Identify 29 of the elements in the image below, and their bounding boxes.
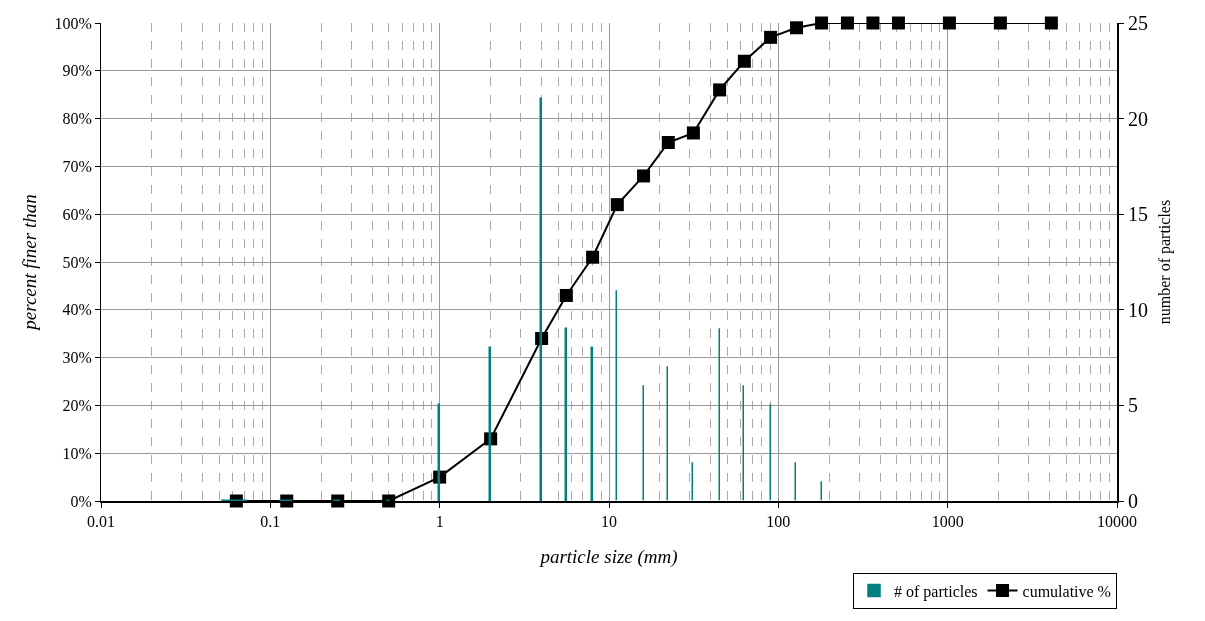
y-tick-label: 20% bbox=[62, 397, 92, 414]
x-tick-label: 0.01 bbox=[87, 513, 115, 531]
x-tick-label: 10 bbox=[601, 513, 617, 531]
y-tick-label: 0% bbox=[70, 492, 92, 510]
y-tick-label: 70% bbox=[62, 158, 92, 175]
y2-tick-label: 0 bbox=[1128, 490, 1138, 512]
y-tick-label: 10% bbox=[62, 444, 92, 462]
y-tick-label: 80% bbox=[62, 110, 92, 128]
y2-axis-title: number of particles bbox=[1156, 199, 1175, 325]
y2-tick-label: 25 bbox=[1128, 12, 1148, 34]
y-tick-label: 90% bbox=[62, 62, 92, 80]
y2-tick-label: 10 bbox=[1128, 298, 1148, 321]
x-tick-label: 1000 bbox=[931, 513, 964, 531]
y2-tick-label: 15 bbox=[1128, 203, 1148, 226]
legend-label: # of particles bbox=[894, 582, 978, 601]
y-tick-label: 30% bbox=[62, 349, 92, 367]
y-tick-label: 40% bbox=[62, 301, 92, 319]
y-axis-title: percent finer than bbox=[19, 194, 41, 332]
x-tick-label: 1 bbox=[435, 513, 444, 531]
y2-tick-label: 20 bbox=[1128, 107, 1148, 130]
legend-label: cumulative % bbox=[1022, 582, 1111, 600]
x-axis-title: particle size (mm) bbox=[538, 545, 678, 568]
y-tick-label: 60% bbox=[62, 205, 92, 223]
x-tick-label: 100 bbox=[766, 513, 791, 531]
x-tick-label: 0.1 bbox=[260, 513, 281, 531]
y-tick-label: 50% bbox=[62, 253, 92, 271]
y2-tick-label: 5 bbox=[1128, 394, 1138, 417]
x-tick-label: 10000 bbox=[1097, 513, 1137, 531]
y-tick-label: 100% bbox=[54, 14, 92, 32]
